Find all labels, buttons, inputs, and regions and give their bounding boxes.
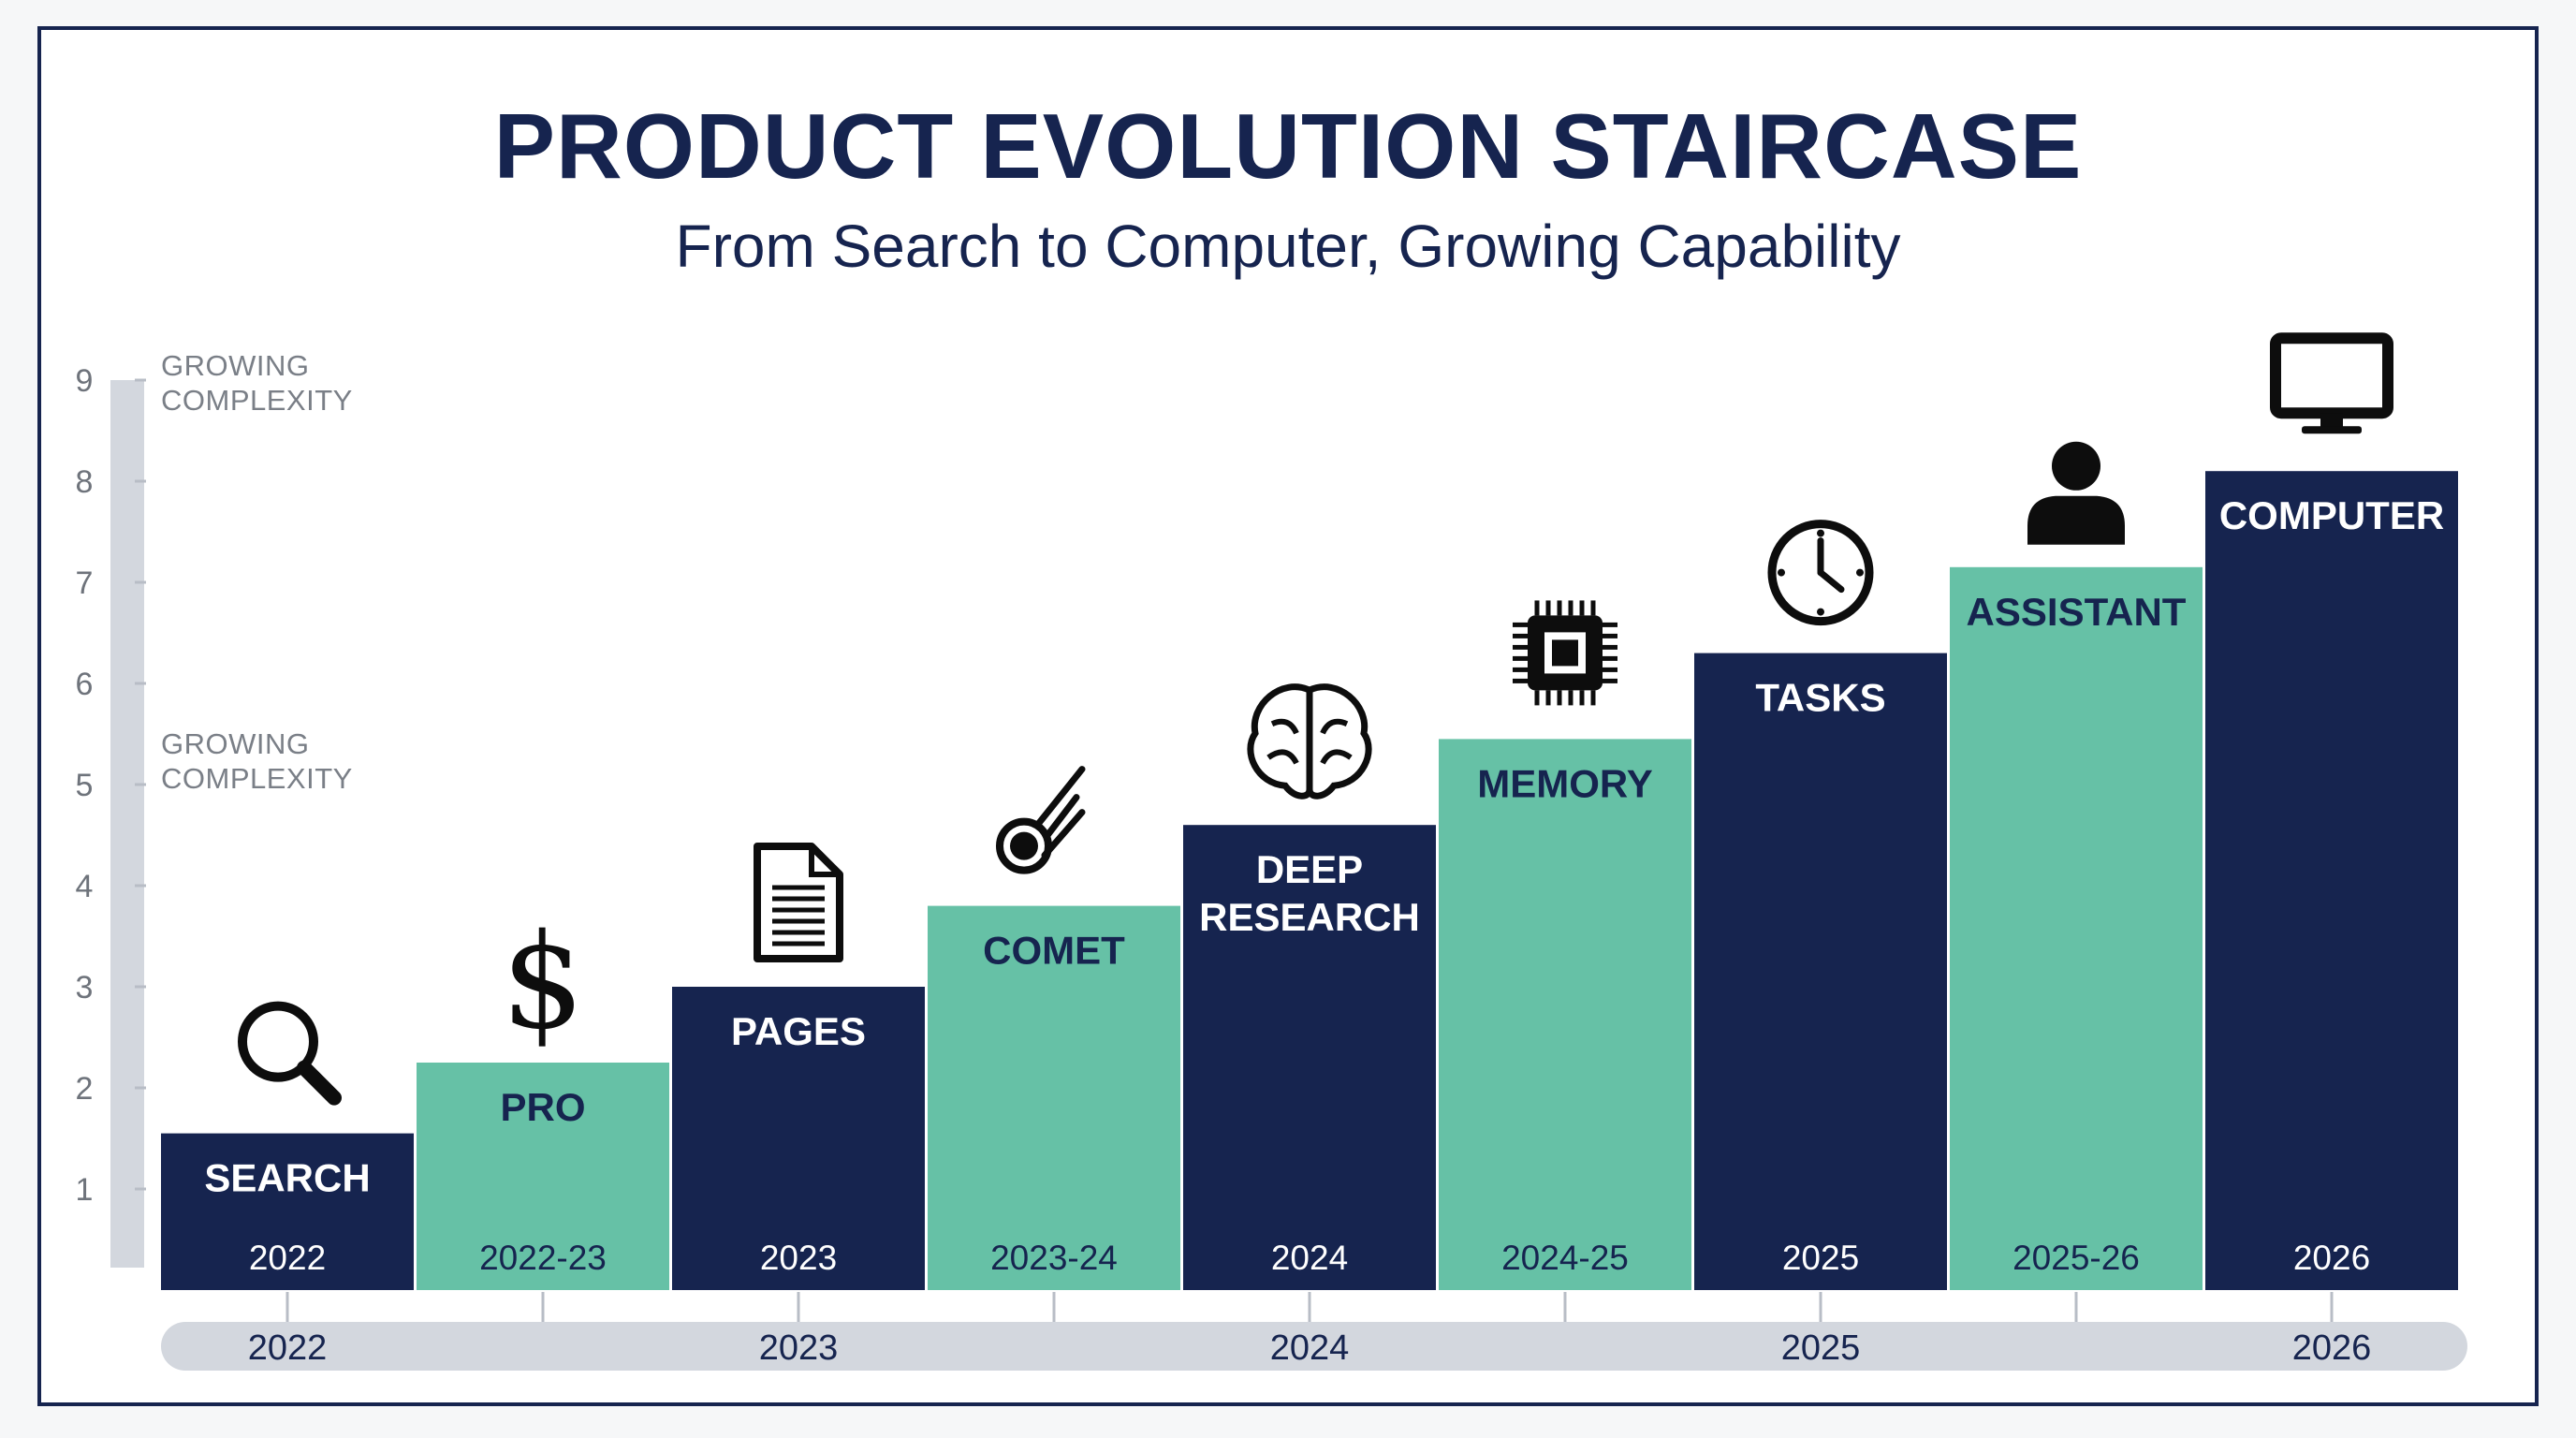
bar-memory <box>1439 739 1691 1290</box>
brain-folds <box>1266 718 1353 765</box>
search-handle <box>297 1060 342 1106</box>
y-tick-label: 4 <box>76 869 94 904</box>
bar-label: DEEP <box>1256 847 1363 891</box>
bar-label: TASKS <box>1755 676 1885 720</box>
y-tick-label: 7 <box>76 565 94 601</box>
side-note-lower: GROWING COMPLEXITY <box>161 726 353 796</box>
bar-tasks <box>1694 653 1947 1290</box>
comet-icon <box>996 766 1086 874</box>
bar-label: COMET <box>983 929 1125 973</box>
y-axis-band <box>110 380 144 1268</box>
bar-period-label: 2024 <box>1271 1239 1348 1277</box>
comet-tail <box>1033 766 1086 829</box>
bar-period-label: 2022 <box>249 1239 326 1277</box>
bar-period-label: 2022-23 <box>479 1239 607 1277</box>
y-tick-label: 2 <box>76 1071 94 1107</box>
timeline-year-label: 2024 <box>1270 1328 1350 1368</box>
monitor-neck <box>2320 413 2343 429</box>
side-note-upper-line2: COMPLEXITY <box>161 384 353 417</box>
side-note-upper: GROWING COMPLEXITY <box>161 348 353 418</box>
document-outline <box>754 843 843 962</box>
bar-period-label: 2025 <box>1782 1239 1859 1277</box>
person-body <box>2027 495 2125 545</box>
bar-period-label: 2026 <box>2293 1239 2370 1277</box>
bar-label: MEMORY <box>1477 761 1652 805</box>
bar-period-label: 2023 <box>760 1239 837 1277</box>
timeline-year-label: 2025 <box>1781 1328 1861 1368</box>
y-tick-label: 8 <box>76 464 94 500</box>
monitor-stand <box>2302 426 2362 434</box>
chip-icon <box>1513 600 1617 706</box>
document-icon <box>754 843 843 962</box>
dollar-glyph: $ <box>501 906 584 1059</box>
brain-right <box>1306 683 1372 800</box>
comet-head <box>996 817 1052 874</box>
timeline-year-label: 2022 <box>248 1328 328 1368</box>
side-note-upper-line1: GROWING <box>161 349 310 382</box>
bar-label: RESEARCH <box>1199 895 1420 939</box>
y-tick-label: 3 <box>76 970 94 1005</box>
document-fold <box>809 846 840 877</box>
timeline-band <box>161 1322 2467 1371</box>
bar-period-label: 2024-25 <box>1501 1239 1629 1277</box>
comet-core <box>1010 831 1038 860</box>
comet-tail <box>1041 809 1086 859</box>
search-lens <box>238 1001 318 1082</box>
clock-mark <box>1856 568 1864 577</box>
bar-search <box>161 1133 414 1290</box>
bar-pages <box>672 987 925 1290</box>
bar-assistant <box>1950 566 2203 1290</box>
y-tick-label: 6 <box>76 667 94 702</box>
clock-mark <box>1817 529 1824 537</box>
side-note-lower-line2: COMPLEXITY <box>161 762 353 795</box>
chart-title: PRODUCT EVOLUTION STAIRCASE <box>493 95 2083 198</box>
bar-comet <box>928 905 1180 1290</box>
chart-subtitle: From Search to Computer, Growing Capabil… <box>675 213 1901 280</box>
search-icon <box>238 1001 342 1106</box>
clock-face <box>1767 520 1874 626</box>
clock-mark <box>1778 568 1785 577</box>
comet-tail <box>1043 794 1080 841</box>
bar-pro <box>417 1063 669 1290</box>
bar-label: COMPUTER <box>2219 493 2444 537</box>
bar-label: SEARCH <box>204 1156 370 1200</box>
brain-icon <box>1247 683 1372 800</box>
person-icon <box>2027 441 2125 545</box>
bar-deep-research <box>1183 825 1436 1290</box>
dollar-icon: $ <box>501 906 584 1059</box>
bar-period-label: 2025-26 <box>2012 1239 2140 1277</box>
timeline-year-label: 2026 <box>2292 1328 2372 1368</box>
clock-mark <box>1817 608 1824 616</box>
bar-period-label: 2023-24 <box>990 1239 1118 1277</box>
y-tick-label: 5 <box>76 768 94 803</box>
chip-core <box>1552 639 1578 667</box>
person-head <box>2052 441 2100 491</box>
clock-hand <box>1817 569 1845 594</box>
bar-computer <box>2205 471 2458 1290</box>
timeline-year-label: 2023 <box>759 1328 839 1368</box>
bar-label: PRO <box>500 1085 585 1129</box>
y-tick-label: 9 <box>76 363 94 399</box>
side-note-lower-line1: GROWING <box>161 727 310 760</box>
bar-label: ASSISTANT <box>1967 590 2187 634</box>
monitor-icon <box>2270 332 2393 434</box>
clock-icon <box>1767 520 1874 626</box>
bar-label: PAGES <box>731 1009 866 1053</box>
brain-left <box>1247 683 1313 800</box>
y-tick-label: 1 <box>76 1172 94 1208</box>
monitor-screen <box>2270 332 2393 419</box>
